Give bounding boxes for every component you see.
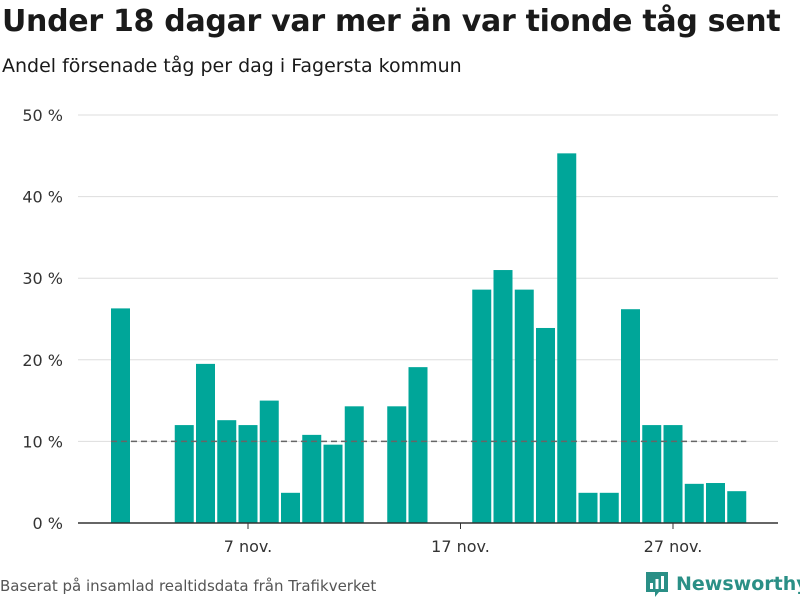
bar-2018-11-22 [557,153,577,524]
gridlines [78,114,778,442]
y-tick-label: 30 % [22,269,63,288]
bar-2018-11-20 [514,289,534,523]
brand-name: Newsworthy [676,573,800,595]
bar-2018-11-21 [536,327,555,523]
bar-2018-11-15 [408,367,428,523]
bar-2018-11-01 [111,308,130,523]
bar-2018-11-04 [174,425,194,523]
source-note: Baserat på insamlad realtidsdata från Tr… [0,577,377,595]
bar-2018-11-29 [706,483,725,523]
bar-2018-11-14 [387,406,407,523]
bar-2018-11-18 [472,289,492,523]
y-tick-label: 10 % [22,432,63,451]
x-tick-label: 17 nov. [431,537,490,556]
chart-title: Under 18 dagar var mer än var tionde tåg… [2,4,781,39]
bar-2018-11-07 [238,425,258,523]
bar-2018-11-26 [642,425,662,523]
bar-2018-11-28 [684,483,704,523]
bar-2018-11-10 [302,434,322,523]
bar-2018-11-25 [621,309,640,523]
bar-2018-11-12 [344,406,364,523]
bar-2018-11-05 [196,363,215,523]
bar-2018-11-27 [663,425,683,523]
y-tick-label: 20 % [22,351,63,370]
y-tick-label: 50 % [22,106,63,125]
bar-2018-11-23 [578,492,598,523]
bar-2018-11-08 [259,400,279,523]
bar-2018-11-30 [727,491,747,523]
axes: 0 % 10 % 20 % 30 % 40 % 50 % 7 nov. 17 nov. 27 n… [22,106,778,556]
x-tick-label: 27 nov. [644,537,703,556]
bar-2018-11-09 [281,492,300,523]
chart-subtitle: Andel försenade tåg per dag i Fagersta k… [2,55,462,77]
y-tick-label: 0 % [33,514,63,533]
bar-chart-logo-icon [646,572,668,597]
bar-2018-11-24 [599,492,619,523]
bar-2018-11-11 [323,444,343,523]
bar-2018-11-19 [493,270,513,523]
bars [111,153,747,524]
brand-logo[interactable]: Newsworthy [644,570,800,598]
bar-2018-11-06 [217,420,237,523]
y-tick-label: 40 % [22,188,63,207]
x-tick-label: 7 nov. [224,537,273,556]
